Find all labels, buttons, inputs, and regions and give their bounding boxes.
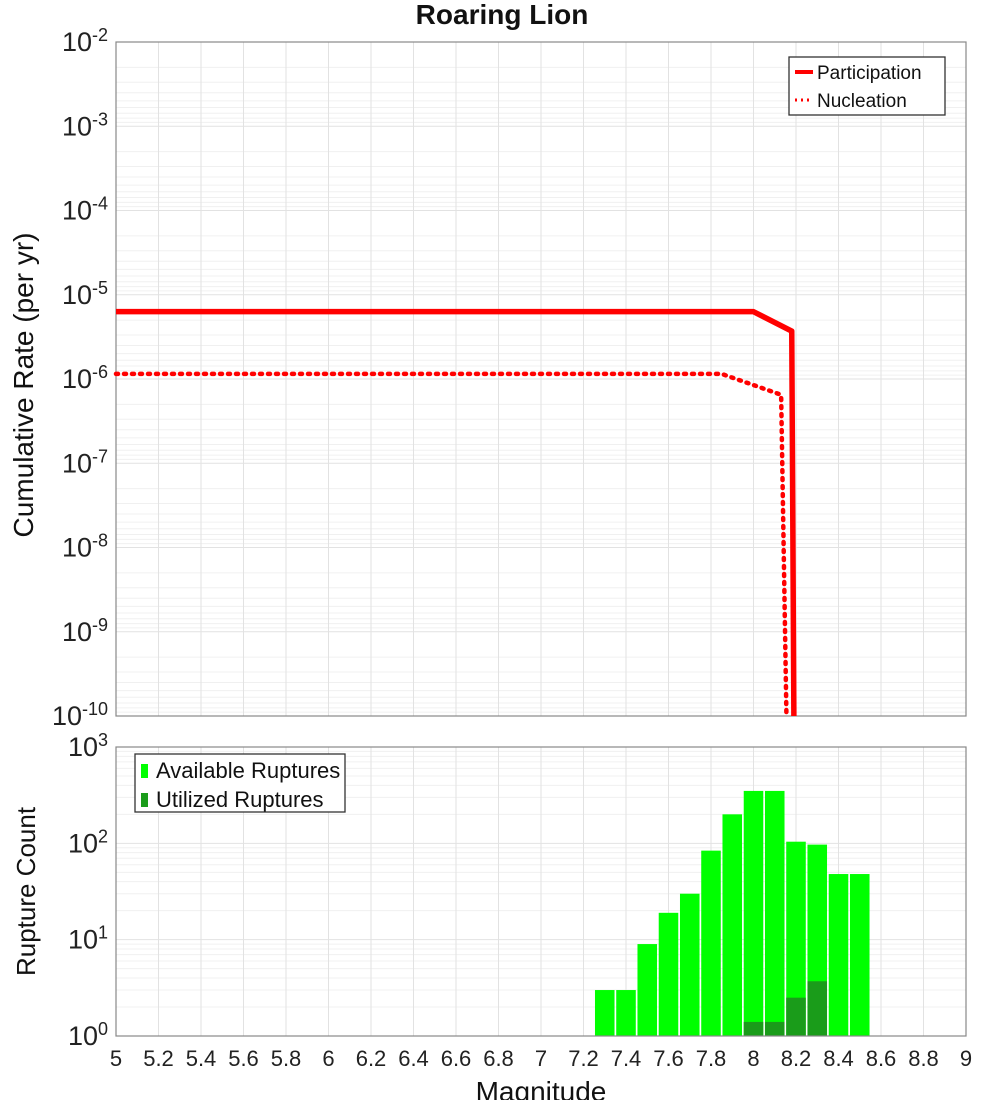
svg-text:Cumulative Rate (per yr): Cumulative Rate (per yr) — [8, 233, 39, 538]
svg-text:Nucleation: Nucleation — [817, 91, 907, 112]
svg-text:5.8: 5.8 — [271, 1046, 302, 1071]
svg-text:7: 7 — [535, 1046, 547, 1071]
svg-text:Available Ruptures: Available Ruptures — [156, 758, 340, 783]
svg-text:6: 6 — [322, 1046, 334, 1071]
svg-text:5.4: 5.4 — [186, 1046, 217, 1071]
svg-text:6.4: 6.4 — [398, 1046, 429, 1071]
svg-text:6.8: 6.8 — [483, 1046, 514, 1071]
svg-text:7.4: 7.4 — [611, 1046, 642, 1071]
svg-text:Roaring Lion: Roaring Lion — [416, 0, 589, 30]
svg-text:8.8: 8.8 — [908, 1046, 939, 1071]
svg-text:7.6: 7.6 — [653, 1046, 684, 1071]
svg-text:8.6: 8.6 — [866, 1046, 897, 1071]
svg-text:Utilized Ruptures: Utilized Ruptures — [156, 787, 324, 812]
svg-text:7.2: 7.2 — [568, 1046, 599, 1071]
svg-text:7.8: 7.8 — [696, 1046, 727, 1071]
svg-text:Magnitude: Magnitude — [476, 1076, 607, 1100]
svg-text:6.2: 6.2 — [356, 1046, 387, 1071]
svg-text:9: 9 — [960, 1046, 972, 1071]
svg-text:Rupture Count: Rupture Count — [11, 806, 41, 976]
svg-text:5.2: 5.2 — [143, 1046, 174, 1071]
svg-text:5.6: 5.6 — [228, 1046, 259, 1071]
svg-text:8.4: 8.4 — [823, 1046, 854, 1071]
svg-text:6.6: 6.6 — [441, 1046, 472, 1071]
svg-text:Participation: Participation — [817, 63, 922, 84]
svg-text:8.2: 8.2 — [781, 1046, 812, 1071]
svg-text:8: 8 — [747, 1046, 759, 1071]
svg-text:5: 5 — [110, 1046, 122, 1071]
